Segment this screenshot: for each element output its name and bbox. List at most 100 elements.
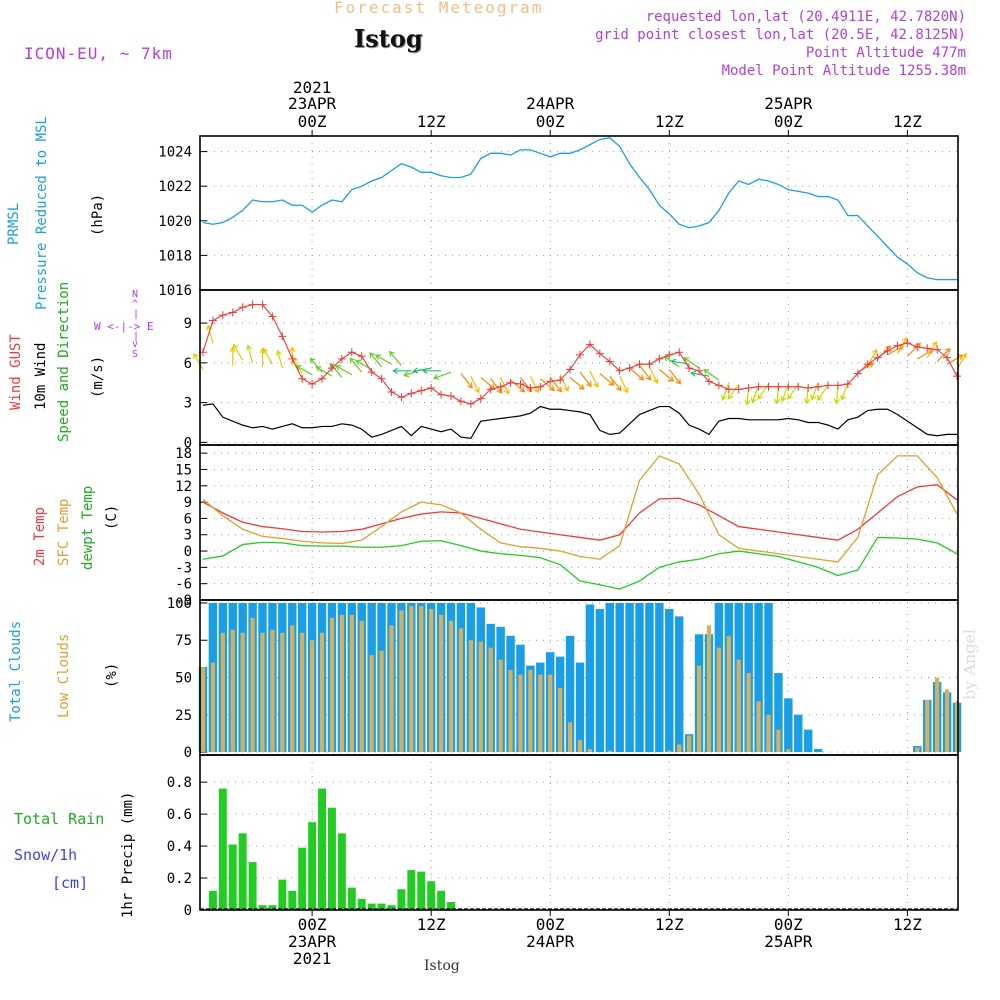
low-cloud-bar [786,749,791,753]
low-cloud-bar [409,605,414,753]
y-tick-label: 1020 [158,214,192,230]
wind-arrow-head [229,346,236,353]
gust-marker [417,386,426,395]
gust-marker [814,382,823,391]
top-date-label: 23APR [288,94,337,113]
gust-marker [615,366,624,375]
bottom-hour-label: 00Z [298,915,327,934]
y-tick-label: 0 [184,435,192,451]
wind-arrow-head [670,358,677,365]
gust-marker [387,388,396,397]
gust-marker [397,393,406,402]
temp2m-line [202,484,958,541]
panel-frame [199,444,959,601]
wind-arrow-head [840,394,846,401]
wind-arrow [589,370,599,388]
total-cloud-bar [615,602,624,753]
bottom-date-label: 23APR [288,932,337,951]
low-cloud-bar [319,632,325,753]
low-cloud-bar [240,632,245,753]
low-cloud-bar [954,701,960,753]
gust-marker [754,382,763,391]
label-snow-unit: [cm] [52,874,89,892]
pressure-line [202,137,958,281]
y-tick-label: 1022 [158,179,192,195]
low-cloud-bar [260,632,265,753]
low-cloud-bar [607,750,612,753]
low-cloud-bar [478,641,483,753]
compass-west-east: W <-|-> E [94,320,154,333]
low-cloud-bar [548,674,553,753]
gust-marker [575,350,584,359]
wind-arrow [433,371,452,379]
gridpoint-coordinates: grid point closest lon,lat (20.5E, 42.81… [595,27,966,43]
wind-arrow-head [690,370,697,377]
wind-arrow-head [556,386,563,393]
low-cloud-bar [508,670,513,753]
gust-marker [685,364,694,373]
rain-bar [417,871,426,910]
bottom-hour-label: 12Z [655,915,684,934]
total-cloud-bar [794,714,803,753]
gust-marker [218,311,227,320]
wind-arrow-head [533,387,540,394]
rain-bar [228,844,237,910]
low-cloud-bar [399,610,404,753]
wind-arrow [375,354,392,365]
wind-arrow-head [519,386,526,393]
y-tick-label: 15 [175,462,192,478]
bottom-hour-label: 00Z [536,915,565,934]
wind-arrow-head [780,395,787,403]
top-hour-label: 12Z [417,112,446,131]
top-hour-label: 00Z [774,112,803,131]
rain-bar [208,890,217,910]
wind-arrow-head [275,349,282,356]
rain-bar [288,890,297,910]
low-cloud-bar [587,749,593,753]
wind-arrow-head [774,398,781,405]
wind-arrow [569,376,585,390]
gust-marker [833,381,842,390]
total-cloud-bar [645,602,654,753]
rain-bar [308,822,317,910]
wind-arrow-head [721,394,727,401]
low-cloud-bar [438,614,444,753]
model-altitude: Model Point Altitude 1255.38m [721,63,966,79]
gust-marker [714,381,723,390]
wind-arrow [389,351,402,366]
wind-arrow-head [623,387,629,394]
low-cloud-bar [468,640,473,753]
gust-marker [655,354,664,363]
total-cloud-bar [565,635,575,753]
gust-marker [288,354,297,363]
gust-marker [268,312,277,321]
rain-bar [248,862,257,910]
rain-bar [387,905,396,910]
wind-arrow-head [615,385,622,392]
wind-arrow-head [335,365,342,371]
gust-marker [556,376,565,385]
wind-arrow-head [232,343,239,350]
label-total-rain: Total Rain [14,810,105,828]
rain-bar [298,847,307,910]
wind-arrow-head [787,393,793,400]
wind-arrow [207,325,214,344]
bottom-hour-label: 00Z [774,915,803,934]
top-hour-label: 00Z [536,112,565,131]
gust-marker [357,352,366,361]
low-cloud-bar [230,629,235,753]
wind-arrow-head [703,369,710,375]
rain-bar [407,870,416,910]
wind-arrow [247,345,254,364]
wind-arrow [727,383,740,400]
wind-arrow-head [503,388,510,395]
wind-arrow-head [593,381,599,389]
label-snow: Snow/1h [14,846,78,864]
low-cloud-bar [379,650,384,753]
total-cloud-bar [605,602,614,753]
wind-arrow-head [750,397,757,404]
gust-marker [308,380,317,389]
top-hour-label: 12Z [893,112,922,131]
y-tick-label: -9 [175,593,192,609]
total-cloud-bar [575,662,585,753]
